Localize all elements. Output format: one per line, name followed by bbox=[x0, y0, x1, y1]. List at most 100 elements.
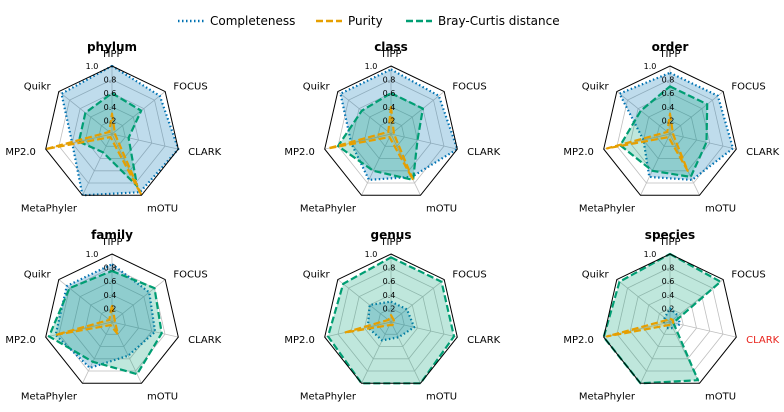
axis-label-quikr: Quikr bbox=[303, 82, 331, 93]
tick-label: 0.4 bbox=[662, 291, 675, 300]
tick-label: 0.2 bbox=[104, 304, 117, 313]
axis-label-metaphyler: MetaPhyler bbox=[300, 204, 357, 215]
series-line-purity bbox=[44, 112, 143, 197]
axis-label-tipp: TIPP bbox=[379, 237, 401, 248]
axis-label-tipp: TIPP bbox=[100, 49, 122, 60]
grid-ring bbox=[350, 92, 432, 172]
tick-label: 0.2 bbox=[104, 116, 117, 125]
tick-label: 0.8 bbox=[662, 76, 675, 85]
grid-spoke bbox=[337, 91, 392, 135]
tick-label: 1.0 bbox=[86, 62, 99, 71]
grid-ring bbox=[377, 307, 405, 335]
radar-frame bbox=[324, 253, 458, 384]
series-line-completeness bbox=[339, 68, 459, 181]
axis-label-quikr: Quikr bbox=[582, 270, 610, 281]
grid-ring bbox=[629, 280, 711, 360]
panel-title: class bbox=[374, 40, 408, 54]
panel-title: phylum bbox=[87, 40, 137, 54]
axis-label-motu: mOTU bbox=[705, 392, 736, 403]
series-line-completeness bbox=[618, 71, 735, 181]
axis-label-motu: mOTU bbox=[426, 392, 457, 403]
grid-spoke bbox=[337, 279, 392, 323]
axis-label-clark: CLARK bbox=[746, 335, 780, 346]
grid-spoke bbox=[390, 133, 458, 150]
radar-frame bbox=[45, 253, 179, 384]
tick-label: 1.0 bbox=[365, 250, 378, 259]
axis-label-focus: FOCUS bbox=[452, 270, 486, 281]
series-line-purity bbox=[605, 317, 675, 338]
axis-label-motu: mOTU bbox=[147, 204, 178, 215]
axis-label-clark: CLARK bbox=[467, 335, 501, 346]
grid-ring bbox=[98, 119, 126, 147]
series-area-bray-curtis-distance bbox=[78, 93, 142, 187]
grid-spoke bbox=[390, 91, 445, 135]
tick-label: 1.0 bbox=[365, 62, 378, 71]
axis-label-mp2-0: MP2.0 bbox=[563, 335, 594, 346]
grid-ring bbox=[656, 119, 684, 147]
grid-spoke bbox=[82, 133, 113, 196]
tick-label: 1.0 bbox=[86, 250, 99, 259]
axis-label-tipp: TIPP bbox=[658, 49, 680, 60]
tick-label: 0.6 bbox=[383, 277, 396, 286]
tick-label: 0.8 bbox=[104, 76, 117, 85]
tick-label: 0.6 bbox=[662, 277, 675, 286]
series-area-bray-curtis-distance bbox=[328, 257, 454, 384]
tick-label: 0.2 bbox=[662, 304, 675, 313]
grid-ring bbox=[364, 106, 418, 159]
axis-label-tipp: TIPP bbox=[658, 237, 680, 248]
series-line-bray-curtis-distance bbox=[77, 92, 143, 188]
radar-frame bbox=[45, 65, 179, 196]
series-area-completeness bbox=[619, 72, 733, 180]
legend-entry: Bray-Curtis distance bbox=[406, 14, 560, 28]
axis-label-clark: CLARK bbox=[746, 147, 780, 158]
grid-ring bbox=[656, 307, 684, 335]
series-line-purity bbox=[54, 303, 120, 336]
grid-spoke bbox=[669, 133, 737, 150]
grid-ring bbox=[350, 280, 432, 360]
axis-label-metaphyler: MetaPhyler bbox=[21, 392, 78, 403]
series-line-bray-curtis-distance bbox=[336, 92, 424, 181]
tick-label: 0.6 bbox=[662, 89, 675, 98]
grid-ring bbox=[337, 79, 445, 184]
tick-label: 0.6 bbox=[104, 89, 117, 98]
tick-label: 0.2 bbox=[383, 116, 396, 125]
axis-label-focus: FOCUS bbox=[731, 270, 765, 281]
tick-label: 0.6 bbox=[383, 89, 396, 98]
panel-title: genus bbox=[371, 228, 412, 242]
series-line-purity bbox=[326, 105, 415, 181]
tick-label: 0.4 bbox=[104, 291, 117, 300]
axis-label-quikr: Quikr bbox=[24, 270, 52, 281]
grid-spoke bbox=[361, 321, 392, 384]
series-area-completeness bbox=[61, 66, 179, 196]
grid-spoke bbox=[390, 321, 421, 384]
grid-spoke bbox=[390, 279, 445, 323]
grid-spoke bbox=[111, 279, 166, 323]
panel-title: order bbox=[652, 40, 689, 54]
radar-frame bbox=[603, 253, 737, 384]
axis-label-motu: mOTU bbox=[426, 204, 457, 215]
radar-frame bbox=[603, 65, 737, 196]
legend-entry: Completeness bbox=[178, 14, 295, 28]
series-line-completeness bbox=[54, 263, 157, 369]
series-line-purity bbox=[343, 314, 396, 334]
grid-spoke bbox=[640, 321, 671, 384]
grid-ring bbox=[629, 92, 711, 172]
tick-label: 0.4 bbox=[383, 291, 396, 300]
grid-spoke bbox=[640, 133, 671, 196]
chart-legend: Completeness Purity Bray-Curtis distance bbox=[178, 14, 560, 28]
axis-label-focus: FOCUS bbox=[173, 82, 207, 93]
tick-label: 1.0 bbox=[644, 62, 657, 71]
legend-entry: Purity bbox=[316, 14, 383, 28]
series-line-bray-curtis-distance bbox=[326, 256, 456, 385]
grid-ring bbox=[364, 294, 418, 347]
grid-ring bbox=[377, 119, 405, 147]
radar-panels: 0.20.40.60.81.0TIPPFOCUSCLARKmOTUMetaPhy… bbox=[5, 40, 779, 403]
tick-label: 0.8 bbox=[383, 264, 396, 273]
axis-label-mp2-0: MP2.0 bbox=[5, 147, 36, 158]
grid-spoke bbox=[616, 279, 671, 323]
axis-label-mp2-0: MP2.0 bbox=[284, 335, 315, 346]
grid-spoke bbox=[361, 133, 392, 196]
series-area-purity bbox=[328, 106, 414, 180]
